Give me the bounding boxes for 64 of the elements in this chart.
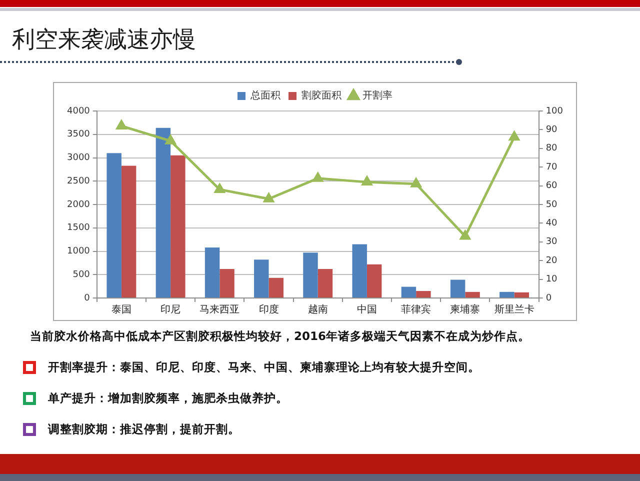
bar: [106, 153, 122, 298]
bar: [170, 155, 186, 298]
legend-label: 开割率: [362, 90, 392, 102]
chart-title: 利空来袭减速亦慢: [12, 26, 196, 55]
y-tick-label: 2000: [67, 200, 90, 210]
x-tick-label: 柬埔寨: [450, 304, 480, 316]
x-tick-label: 中国: [356, 304, 377, 316]
x-tick-label: 泰国: [111, 304, 132, 316]
bar: [366, 264, 382, 298]
bar: [220, 269, 234, 298]
x-tick-label: 马来西亚: [200, 304, 240, 316]
bar: [268, 278, 284, 298]
y2-tick-label: 100: [546, 106, 564, 116]
point: [264, 193, 274, 202]
bar: [303, 252, 318, 298]
legend-label: 割胶面积: [302, 90, 342, 102]
text: 调整割胶期：推迟停割，提前开割。: [48, 422, 240, 437]
x-tick-label: 菲律宾: [401, 304, 432, 316]
text: 当前胶水价格高中低成本产区割胶积极性均较好，2016年诸多极端天气因素不在成为炒作点。: [30, 329, 530, 344]
y-tick-label: 4000: [67, 106, 90, 116]
bar: [204, 248, 220, 298]
bar: [352, 244, 367, 298]
bar: [500, 292, 514, 298]
point: [460, 230, 470, 240]
y-tick-label: 3000: [67, 153, 90, 164]
y2-tick-label: 10: [546, 274, 558, 285]
y2-tick-label: 70: [546, 162, 558, 172]
x-tick-label: 印尼: [160, 304, 181, 316]
bar: [156, 128, 171, 298]
y2-tick-label: 50: [546, 200, 558, 210]
point: [165, 135, 176, 144]
point: [362, 176, 372, 186]
bar: [318, 269, 333, 298]
bar: [121, 166, 136, 298]
bar: [401, 286, 416, 298]
bar: [514, 292, 529, 298]
bar: [465, 292, 480, 298]
y2-tick-label: 0: [546, 293, 552, 304]
y2-tick-label: 30: [546, 237, 558, 248]
point: [410, 178, 422, 188]
legend-label: 总面积: [250, 90, 280, 102]
point: [214, 184, 225, 194]
y-tick-label: 1000: [67, 246, 90, 257]
text: 单产提升：增加割胶频率，施肥杀虫做养护。: [48, 391, 288, 406]
y-tick-label: 500: [72, 270, 90, 280]
y2-tick-label: 90: [546, 125, 558, 136]
y2-tick-label: 60: [546, 181, 558, 192]
y-tick-label: 3500: [67, 130, 90, 140]
y2-tick-label: 80: [546, 144, 558, 154]
y-tick-label: 1500: [67, 223, 90, 234]
x-tick-label: 斯里兰卡: [494, 304, 534, 316]
y2-tick-label: 20: [546, 256, 558, 266]
point: [509, 131, 520, 141]
bar: [416, 290, 431, 298]
point: [312, 172, 324, 182]
x-tick-label: 印度: [258, 304, 279, 316]
bar: [450, 280, 466, 298]
point: [116, 120, 127, 130]
y-tick-label: 0: [84, 293, 90, 304]
y2-tick-label: 40: [546, 218, 558, 229]
bar: [254, 260, 269, 298]
text: 开割率提升：泰国、印尼、印度、马来、中国、柬埔寨理论上均有较大提升空间。: [48, 360, 480, 375]
y-tick-label: 2500: [67, 176, 90, 186]
x-tick-label: 越南: [308, 304, 328, 316]
